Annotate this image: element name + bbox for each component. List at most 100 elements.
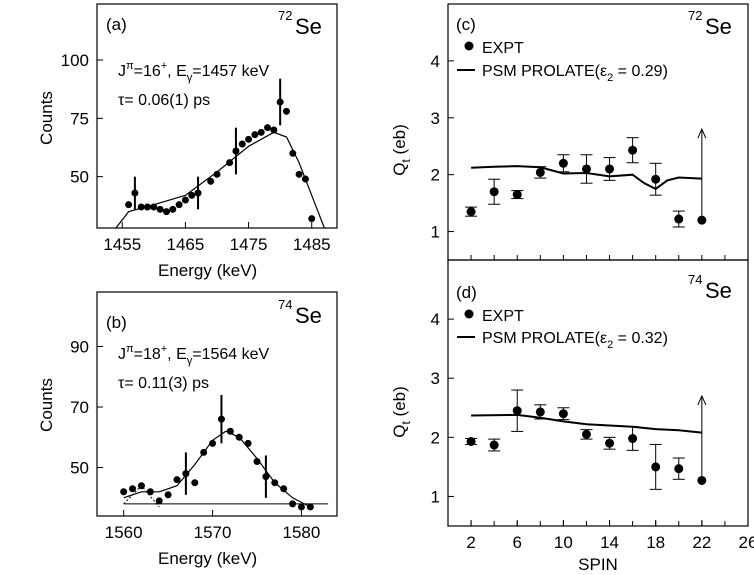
panel-c-legend-expt-marker [464, 41, 474, 51]
a-xtick-label: 1485 [293, 235, 331, 254]
b-data-point [155, 497, 163, 505]
panel-a-label: (a) [106, 15, 127, 34]
d-xtick-label: 14 [600, 533, 619, 552]
panel-b-lifetime: τ= 0.11(3) ps [118, 375, 209, 392]
panel-c-legend-expt: EXPT [482, 40, 524, 57]
a-xtick-label: 1465 [167, 235, 205, 254]
c-data-point [581, 164, 591, 174]
panel-d-label: (d) [456, 283, 477, 302]
panel-c-nucleus-symbol: Se [705, 14, 732, 39]
panel-c-ylabel: Qt (eb) [390, 124, 413, 176]
panel-d-legend-psm: PSM PROLATE(ε2 = 0.32) [482, 330, 668, 351]
b-data-point [137, 482, 145, 490]
a-data-point [251, 131, 259, 139]
d-xtick-label: 18 [646, 533, 665, 552]
panel-a-nucleus-mass: 72 [278, 8, 292, 23]
c-ytick-label: 3 [431, 109, 440, 128]
c-data-point [605, 164, 615, 174]
b-data-point [262, 473, 270, 481]
panel-c: (c) 72 Se EXPT PSM PROLATE(ε2 = 0.29) Qt… [390, 3, 749, 261]
b-data-point [146, 488, 154, 496]
panel-d: (d) 74 Se EXPT PSM PROLATE(ε2 = 0.32) Qt… [390, 259, 754, 574]
panel-c-label: (c) [456, 15, 476, 34]
a-data-point [125, 201, 133, 209]
b-data-point [182, 470, 190, 478]
d-data-point [581, 429, 591, 439]
panel-d-legend-expt: EXPT [482, 308, 524, 325]
a-data-point [169, 205, 177, 213]
d-xtick-label: 10 [554, 533, 573, 552]
b-data-point [200, 448, 208, 456]
d-data-point [535, 407, 545, 417]
a-data-point [238, 140, 246, 148]
d-data-point [466, 436, 476, 446]
panel-b: (b) 74 Se Jπ=18+, Eγ=1564 keV τ= 0.11(3)… [37, 291, 338, 568]
a-data-point [232, 147, 240, 155]
c-ytick-label: 1 [431, 223, 440, 242]
a-data-point [226, 159, 234, 167]
a-data-point [144, 203, 152, 211]
d-data-point [628, 434, 638, 444]
panel-b-xlabel: Energy (keV) [158, 549, 257, 568]
a-data-point [175, 201, 183, 209]
panel-d-nucleus-mass: 74 [688, 272, 702, 287]
d-ytick-label: 3 [431, 369, 440, 388]
panel-a-lifetime: τ= 0.06(1) ps [118, 92, 210, 109]
a-data-point [131, 189, 139, 197]
a-ytick-label: 100 [61, 51, 89, 70]
a-data-point [295, 170, 303, 178]
panel-c-nucleus-mass: 72 [688, 8, 702, 23]
d-xtick-label: 26 [739, 533, 754, 552]
b-data-point [306, 503, 314, 511]
d-data-point [489, 440, 499, 450]
panel-b-label: (b) [106, 313, 127, 332]
d-psm-line [471, 413, 702, 434]
a-ytick-label: 50 [70, 168, 89, 187]
d-xtick-label: 2 [466, 533, 475, 552]
d-data-point [512, 406, 522, 416]
b-data-point [244, 439, 252, 447]
a-data-point [308, 215, 316, 223]
d-ytick-label: 2 [431, 428, 440, 447]
d-xtick-label: 6 [512, 533, 521, 552]
a-xtick-label: 1455 [103, 235, 141, 254]
c-data-point [558, 158, 568, 168]
b-data-point [191, 479, 199, 487]
a-data-point [276, 98, 284, 106]
c-data-point [628, 145, 638, 155]
a-data-point [257, 128, 265, 136]
panel-d-xlabel: SPIN [578, 555, 618, 574]
b-data-point [253, 458, 261, 466]
panel-a: (a) 72 Se Jπ=16+, Eγ=1457 keV τ= 0.06(1)… [37, 3, 338, 280]
b-ytick-label: 70 [70, 398, 89, 417]
a-data-point [213, 170, 221, 178]
panel-a-xlabel: Energy (keV) [158, 261, 257, 280]
d-data-point [674, 464, 684, 474]
panel-b-nucleus-symbol: Se [295, 303, 322, 328]
b-data-point [289, 500, 297, 508]
d-limit-arrowhead [697, 394, 707, 406]
d-data-point [558, 409, 568, 419]
c-limit-arrowhead [697, 127, 707, 139]
b-data-point [235, 433, 243, 441]
panel-b-nucleus-mass: 74 [278, 297, 292, 312]
c-data-point [674, 214, 684, 224]
d-data-point [651, 462, 661, 472]
a-data-point [188, 191, 196, 199]
b-data-point [226, 427, 234, 435]
d-ytick-label: 1 [431, 487, 440, 506]
d-ytick-label: 4 [431, 310, 440, 329]
a-data-point [137, 203, 145, 211]
b-data-point [173, 476, 181, 484]
c-data-point [535, 167, 545, 177]
c-data-point [512, 190, 522, 200]
c-data-point [651, 174, 661, 184]
b-xtick-label: 1560 [105, 523, 143, 542]
b-ytick-label: 50 [70, 459, 89, 478]
panel-a-ylabel: Counts [37, 91, 56, 145]
a-data-point [150, 203, 158, 211]
d-data-point [605, 438, 615, 448]
b-ytick-label: 90 [70, 337, 89, 356]
c-data-point [489, 187, 499, 197]
